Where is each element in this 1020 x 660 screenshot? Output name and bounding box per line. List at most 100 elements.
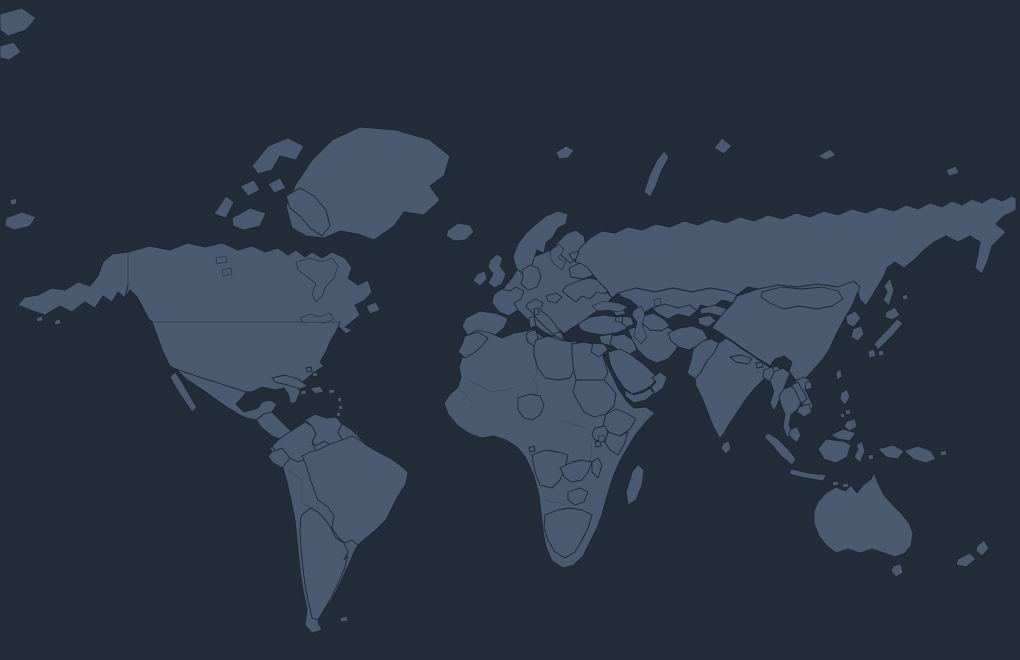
antilles-2[interactable] — [337, 404, 344, 411]
aleutians-2[interactable] — [53, 318, 62, 326]
chukotka-sliver[interactable] — [4, 211, 37, 231]
maluku[interactable] — [867, 453, 875, 461]
country-malaysia[interactable] — [788, 426, 857, 444]
java[interactable] — [788, 468, 828, 482]
country-oman[interactable] — [650, 371, 668, 395]
jamaica[interactable] — [299, 389, 308, 396]
country-south-africa[interactable] — [543, 507, 593, 559]
country-philippines[interactable] — [839, 388, 858, 432]
region-falkland-islands[interactable] — [339, 615, 349, 623]
country-italy[interactable] — [525, 298, 561, 344]
sakhalin[interactable] — [882, 277, 895, 307]
country-madagascar[interactable] — [625, 463, 645, 506]
italy-mainland[interactable] — [525, 298, 561, 335]
new-britain[interactable] — [939, 449, 948, 457]
new-siberian-islands[interactable] — [817, 148, 837, 161]
country-ireland[interactable] — [472, 270, 488, 287]
arctic-island-2[interactable] — [0, 41, 22, 61]
region-israel-jordan[interactable] — [590, 342, 609, 358]
region-hispaniola[interactable] — [309, 385, 325, 395]
victoria-island[interactable] — [231, 207, 267, 231]
kalimantan[interactable] — [817, 438, 852, 464]
puerto-rico[interactable] — [327, 388, 336, 395]
country-south-korea[interactable] — [850, 325, 865, 342]
sumatra[interactable] — [763, 432, 797, 466]
luzon[interactable] — [839, 388, 851, 406]
country-russia[interactable] — [574, 195, 1017, 307]
severnaya-zemlya[interactable] — [713, 137, 733, 155]
country-united-kingdom[interactable] — [487, 253, 507, 289]
visayas-2[interactable] — [839, 412, 846, 419]
region-lesser-antilles[interactable] — [299, 388, 344, 418]
country-brazil[interactable] — [301, 435, 409, 546]
country-taiwan[interactable] — [835, 368, 843, 381]
country-ukraine[interactable] — [561, 277, 612, 303]
country-myanmar[interactable] — [769, 367, 791, 412]
country-malawi[interactable] — [591, 457, 603, 479]
tasmania[interactable] — [890, 563, 904, 578]
country-saudi-arabia[interactable] — [607, 348, 658, 395]
country-iceland[interactable] — [445, 222, 475, 242]
kyushu[interactable] — [867, 348, 877, 359]
north-borneo[interactable] — [830, 428, 857, 442]
arctic-island-small1[interactable] — [239, 179, 261, 197]
country-hungary[interactable] — [545, 292, 563, 304]
baja-california[interactable] — [169, 371, 198, 413]
arctic-island-small2[interactable] — [267, 177, 287, 194]
banks-island[interactable] — [213, 195, 235, 219]
country-papua-new-guinea[interactable] — [903, 445, 948, 464]
country-australia[interactable] — [813, 472, 914, 578]
antilles-3[interactable] — [335, 411, 342, 418]
honshu[interactable] — [873, 318, 904, 351]
country-libya[interactable] — [533, 335, 576, 381]
country-angola[interactable] — [528, 445, 569, 489]
corsica[interactable] — [533, 307, 540, 316]
arctic-island-1[interactable] — [0, 7, 37, 37]
west-papua[interactable] — [877, 444, 905, 460]
country-zimbabwe[interactable] — [567, 487, 589, 506]
region-bahamas[interactable] — [305, 366, 319, 378]
hokkaido[interactable] — [884, 306, 901, 321]
country-ecuador[interactable] — [267, 447, 291, 469]
aleutians-1[interactable] — [35, 315, 44, 323]
newfoundland[interactable] — [365, 301, 381, 315]
nz-north-island[interactable] — [975, 539, 990, 557]
country-north-korea[interactable] — [845, 310, 862, 328]
country-cambodia[interactable] — [796, 403, 813, 418]
country-germany[interactable] — [520, 264, 542, 291]
country-rwanda[interactable] — [594, 440, 602, 448]
country-nepal[interactable] — [729, 354, 753, 365]
lesser-sunda-1[interactable] — [831, 480, 840, 487]
country-azerbaijan[interactable] — [621, 315, 635, 328]
antilles-1[interactable] — [336, 396, 343, 403]
country-cuba[interactable] — [271, 374, 309, 390]
country-mexico[interactable] — [169, 368, 278, 421]
shikoku[interactable] — [877, 349, 885, 357]
russia-mainland[interactable] — [574, 195, 1017, 307]
ellesmere-island[interactable] — [251, 137, 305, 175]
hainan[interactable] — [804, 380, 813, 391]
australia-mainland[interactable] — [813, 472, 914, 558]
sulawesi[interactable] — [853, 440, 866, 464]
lesser-sunda-2[interactable] — [841, 482, 850, 489]
country-new-zealand[interactable] — [955, 539, 990, 568]
region-novaya-zemlya[interactable] — [643, 150, 670, 198]
country-nigeria[interactable] — [517, 393, 545, 421]
country-turkmenistan[interactable] — [640, 312, 671, 332]
country-arctic-islands[interactable] — [0, 7, 960, 177]
country-sri-lanka[interactable] — [720, 440, 732, 455]
country-kenya[interactable] — [604, 431, 629, 456]
chukotka-dot[interactable] — [9, 197, 18, 206]
mexico-mainland[interactable] — [175, 368, 278, 421]
sardinia[interactable] — [528, 315, 537, 329]
wrangel-island[interactable] — [945, 165, 960, 177]
country-greenland[interactable] — [285, 126, 451, 241]
nz-south-island[interactable] — [955, 552, 977, 568]
bahamas-2[interactable] — [311, 371, 319, 378]
country-russia-chukotka-wrap[interactable] — [4, 197, 37, 231]
country-mongolia[interactable] — [760, 286, 844, 310]
malay-peninsula[interactable] — [788, 426, 802, 444]
mindanao[interactable] — [843, 418, 858, 432]
cabinda[interactable] — [528, 445, 536, 453]
country-tajikistan[interactable] — [697, 314, 717, 328]
